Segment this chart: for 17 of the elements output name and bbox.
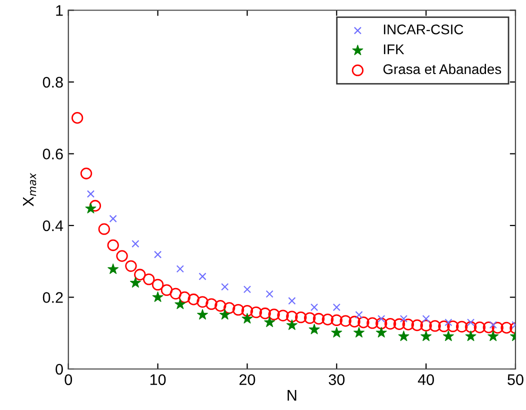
y-tick-label: 0.8 [42,76,63,88]
legend-label: Grasa et Abanades [383,64,502,74]
y-tick-label: 1 [56,5,63,16]
y-tick-label: 0.4 [42,220,64,232]
legend-label: INCAR-CSIC [384,24,464,34]
x-axis-title: N [288,390,296,401]
y-tick-label: 0.2 [42,292,63,303]
x-tick-label: 10 [150,374,166,386]
x-tick-label: 40 [418,374,434,386]
x-tick-label: 50 [508,374,524,386]
y-axis-title: X$_{max}$ [23,172,36,206]
y-tick-label: 0 [56,364,63,375]
x-tick-label: 20 [239,374,256,386]
y-tick-label: 0.6 [42,148,63,160]
x-tick-label: 30 [328,374,345,386]
x-tick-label: 0 [64,374,72,386]
legend-label: IFK [384,44,404,54]
